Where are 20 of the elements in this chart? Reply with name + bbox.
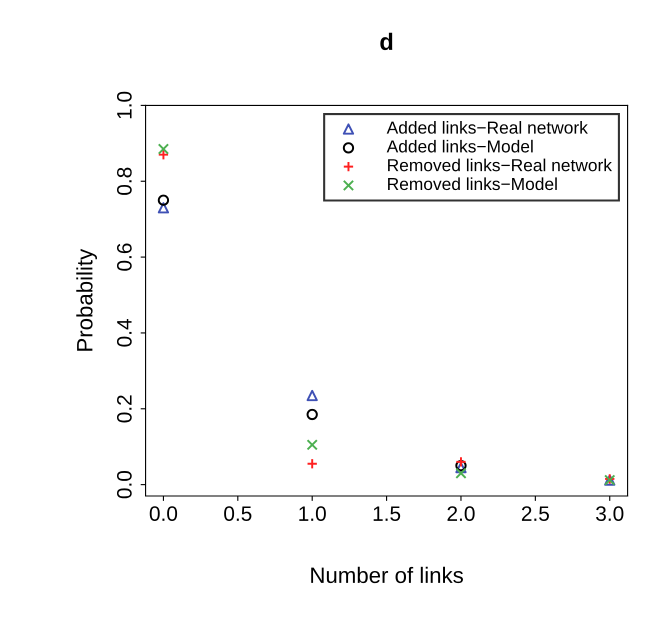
- x-tick-label: 0.5: [224, 506, 252, 522]
- x-tick-label: 3.0: [596, 506, 624, 522]
- y-tick-label: 1.0: [116, 92, 132, 118]
- y-tick-label: 0.2: [116, 395, 132, 422]
- legend-label: Removed links−Model: [388, 177, 557, 190]
- y-tick-label: 0.6: [116, 244, 132, 271]
- legend-label: Added links−Model: [386, 140, 533, 153]
- legend-label: Removed links−Real network: [388, 158, 612, 172]
- y-tick-label: 0.8: [116, 168, 132, 195]
- x-tick-label: 1.5: [374, 506, 400, 522]
- legend-label: Added links−Real network: [386, 121, 588, 134]
- x-axis-title: Number of links: [311, 566, 463, 584]
- x-tick-label: 2.0: [448, 506, 475, 522]
- x-tick-label: 0.0: [150, 506, 178, 522]
- y-tick-label: 0.0: [116, 470, 132, 498]
- x-tick-label: 2.5: [522, 506, 549, 522]
- chart-title: d: [380, 32, 392, 50]
- y-axis-title: Probability: [76, 248, 97, 351]
- y-tick-label: 0.4: [116, 319, 132, 347]
- x-tick-label: 1.0: [299, 506, 326, 522]
